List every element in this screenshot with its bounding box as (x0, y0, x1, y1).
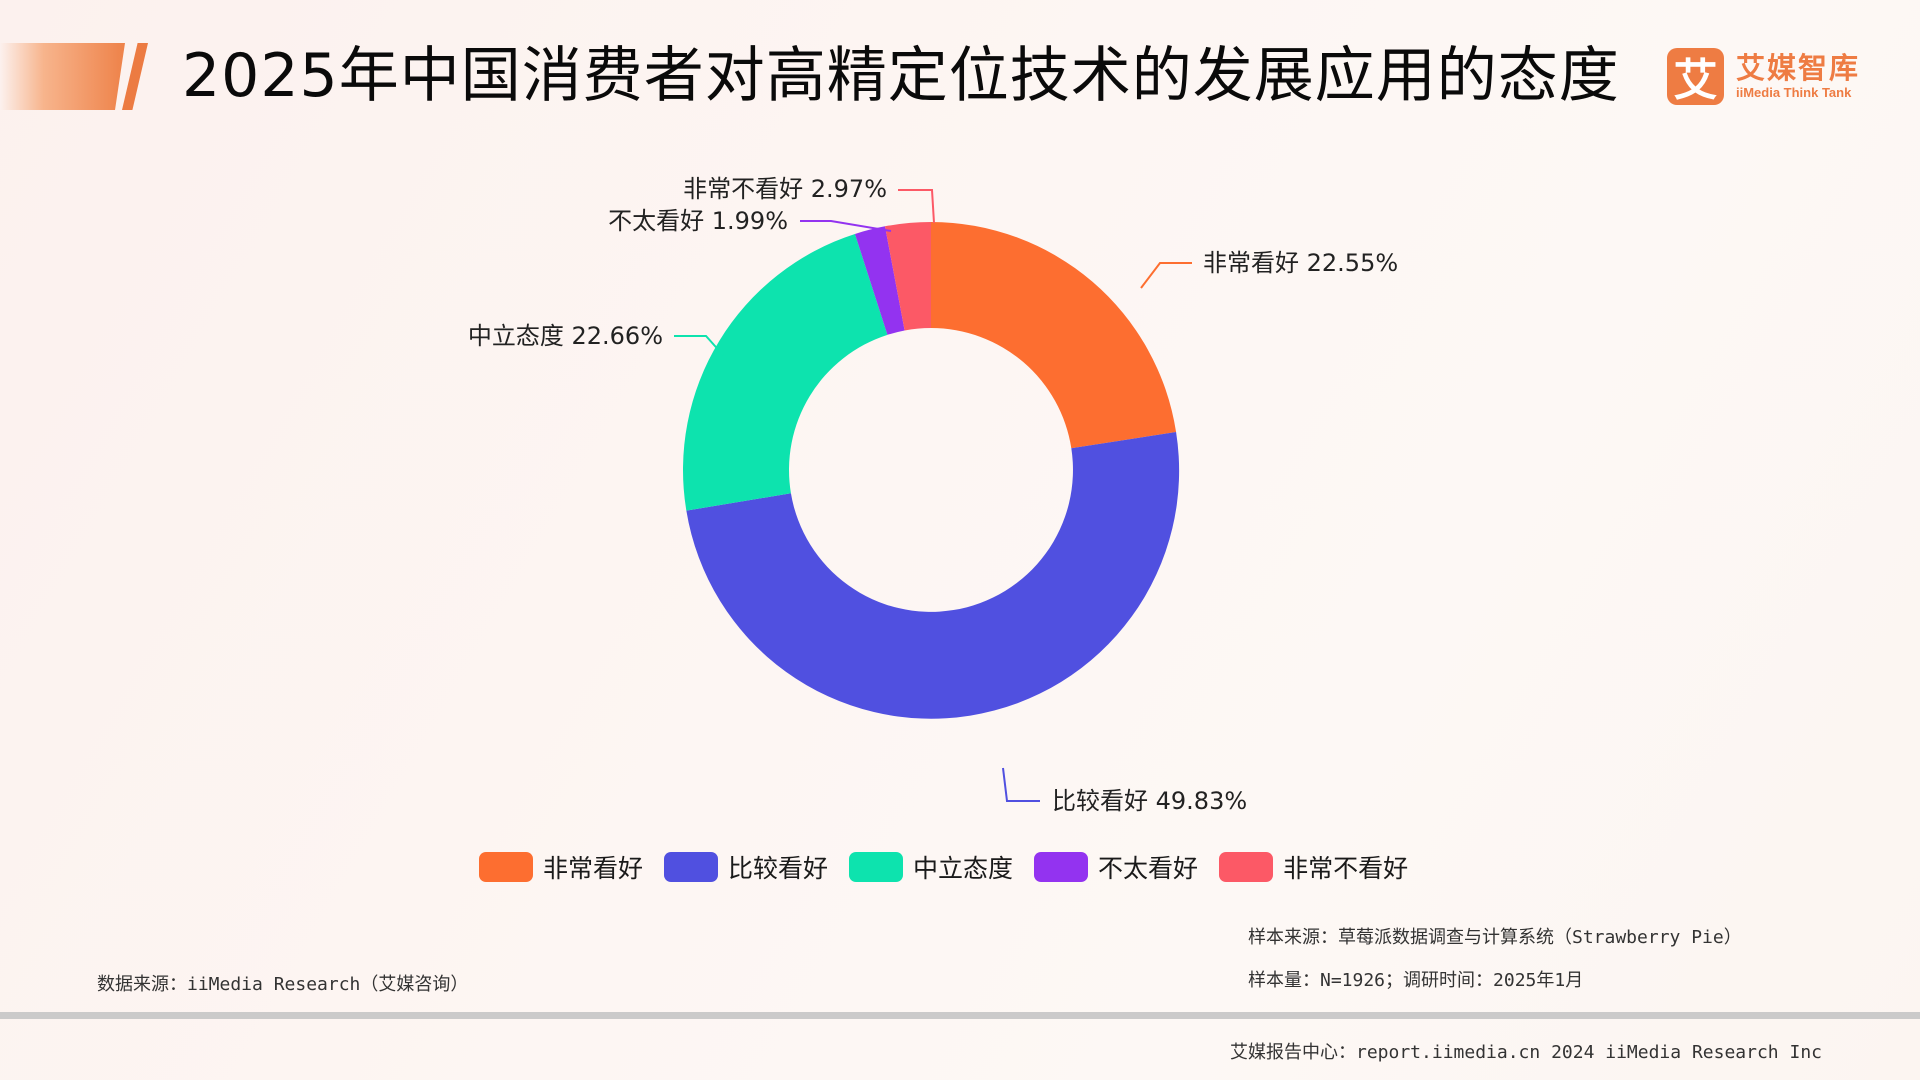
donut-slice-very-optimistic[interactable] (931, 222, 1177, 449)
data-label-not-optimistic: 不太看好 1.99% (608, 207, 788, 235)
data-label-very-pessimistic: 非常不看好 2.97% (683, 175, 887, 203)
footer-text: 艾媒报告中心：report.iimedia.cn 2024 iiMedia Re… (1230, 1042, 1822, 1063)
legend-swatch (479, 852, 533, 882)
chart-legend: 非常看好 比较看好 中立态度 不太看好 非常不看好 (479, 849, 1429, 885)
legend-label: 中立态度 (913, 854, 1014, 883)
data-label-neutral: 中立态度 22.66% (468, 322, 663, 350)
title-decoration-bar (0, 43, 125, 110)
data-labels: 非常看好 22.55% 比较看好 49.83% 中立态度 22.66% 不太看好… (468, 175, 1398, 815)
donut-slices (682, 222, 1180, 719)
sample-size-note: 样本量：N=1926；调研时间：2025年1月 (1248, 970, 1584, 991)
legend-swatch (1219, 852, 1274, 882)
legend-item-very-pessimistic[interactable]: 非常不看好 (1219, 849, 1408, 885)
leader-line-very-pessimistic (898, 189, 935, 224)
iimedia-logo: 艾 艾媒智库 iiMedia Think Tank (1667, 47, 1861, 106)
legend-label: 非常看好 (543, 854, 644, 883)
data-source-note: 数据来源：iiMedia Research（艾媒咨询） (97, 974, 469, 995)
legend-label: 非常不看好 (1283, 854, 1409, 883)
sample-source-note: 样本来源：草莓派数据调查与计算系统（Strawberry Pie） (1248, 927, 1742, 948)
leader-lines (674, 189, 1192, 802)
logo-name-cn: 艾媒智库 (1736, 51, 1861, 85)
leader-line-neutral (674, 335, 724, 356)
page-title: 2025年中国消费者对高精定位技术的发展应用的态度 (182, 41, 1620, 111)
data-label-very-optimistic: 非常看好 22.55% (1203, 249, 1398, 277)
donut-slice-not-optimistic[interactable] (854, 226, 905, 335)
leader-line-not-optimistic (800, 220, 892, 232)
footer-divider (0, 1012, 1920, 1019)
legend-swatch (1034, 852, 1089, 882)
legend-label: 不太看好 (1098, 854, 1199, 883)
leader-line-very-optimistic (1140, 262, 1192, 289)
legend-item-not-optimistic[interactable]: 不太看好 (1034, 849, 1198, 885)
logo-mark-icon: 艾 (1667, 47, 1724, 106)
leader-line-optimistic (1002, 767, 1040, 802)
legend-label: 比较看好 (728, 854, 829, 883)
legend-item-neutral[interactable]: 中立态度 (849, 849, 1013, 885)
donut-slice-optimistic[interactable] (686, 431, 1180, 719)
donut-slice-very-pessimistic[interactable] (884, 222, 931, 331)
logo-name-en: iiMedia Think Tank (1736, 85, 1852, 100)
legend-item-optimistic[interactable]: 比较看好 (664, 849, 828, 885)
legend-swatch (664, 852, 719, 882)
donut-slice-neutral[interactable] (682, 233, 888, 511)
data-label-optimistic: 比较看好 49.83% (1052, 787, 1247, 815)
legend-swatch (849, 852, 904, 882)
legend-item-very-optimistic[interactable]: 非常看好 (479, 849, 643, 885)
